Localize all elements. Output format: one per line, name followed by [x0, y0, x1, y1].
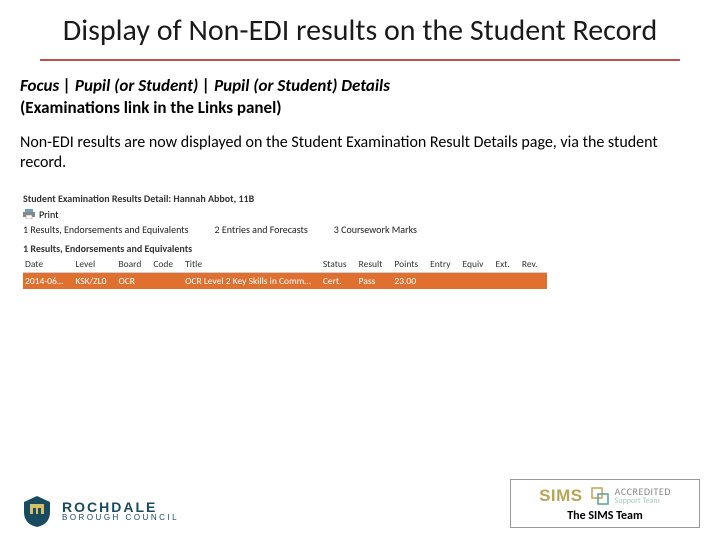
- cell-level: KSK/ZL0: [73, 272, 116, 289]
- cell-ext: [493, 272, 519, 289]
- cell-equiv: [461, 272, 494, 289]
- cell-title: OCR Level 2 Key Skills in Comm…: [183, 272, 321, 289]
- col-equiv: Equiv: [461, 256, 494, 273]
- screenshot-window-title: Student Examination Results Detail: Hann…: [19, 190, 701, 207]
- col-code: Code: [151, 256, 183, 273]
- breadcrumb-path: Focus | Pupil (or Student) | Pupil (or S…: [0, 75, 720, 97]
- col-board: Board: [116, 256, 151, 273]
- col-status: Status: [321, 256, 357, 273]
- body-paragraph: Non-EDI results are now displayed on the…: [0, 133, 720, 183]
- col-date: Date: [23, 256, 73, 273]
- table-row: 2014-06… KSK/ZL0 OCR OCR Level 2 Key Ski…: [23, 272, 547, 289]
- table-header-row: Date Level Board Code Title Status Resul…: [23, 256, 547, 273]
- col-level: Level: [73, 256, 116, 273]
- col-points: Points: [392, 256, 428, 273]
- col-rev: Rev.: [520, 256, 548, 273]
- print-label: Print: [39, 208, 58, 221]
- col-result: Result: [357, 256, 393, 273]
- tab-entries: 2 Entries and Forecasts: [215, 223, 308, 236]
- rochdale-line2: BOROUGH COUNCIL: [62, 514, 179, 522]
- support-team-label: Support Team: [615, 497, 671, 505]
- tab-results: 1 Results, Endorsements and Equivalents: [23, 223, 189, 236]
- print-icon: [23, 209, 35, 219]
- col-ext: Ext.: [493, 256, 519, 273]
- screenshot-tabs: 1 Results, Endorsements and Equivalents …: [19, 222, 701, 240]
- sims-team-label: The SIMS Team: [523, 509, 687, 523]
- app-screenshot: Student Examination Results Detail: Hann…: [18, 189, 702, 290]
- title-underline: [40, 59, 680, 61]
- col-title: Title: [183, 256, 321, 273]
- cell-result: Pass: [357, 272, 393, 289]
- cell-entry: [428, 272, 460, 289]
- rochdale-crest-icon: [20, 494, 54, 528]
- accredited-block: ACCREDITED Support Team: [615, 487, 671, 505]
- slide-title: Display of Non-EDI results on the Studen…: [0, 0, 720, 55]
- cell-board: OCR: [116, 272, 151, 289]
- cell-rev: [520, 272, 548, 289]
- tab-coursework: 3 Coursework Marks: [334, 223, 417, 236]
- cell-status: Cert.: [321, 272, 357, 289]
- cell-code: [151, 272, 183, 289]
- sims-logo-row: SIMS ACCREDITED Support Team: [523, 486, 687, 506]
- breadcrumb-sub: (Examinations link in the Links panel): [0, 97, 720, 133]
- screenshot-section-heading: 1 Results, Endorsements and Equivalents: [19, 240, 701, 256]
- cell-points: 23.00: [392, 272, 428, 289]
- rochdale-logo: ROCHDALE BOROUGH COUNCIL: [20, 494, 179, 528]
- col-entry: Entry: [428, 256, 460, 273]
- cell-date: 2014-06…: [23, 272, 73, 289]
- rochdale-line1: ROCHDALE: [62, 500, 179, 514]
- screenshot-toolbar: Print: [19, 207, 701, 222]
- rochdale-text: ROCHDALE BOROUGH COUNCIL: [62, 500, 179, 522]
- results-table: Date Level Board Code Title Status Resul…: [23, 256, 547, 289]
- sims-brand: SIMS: [539, 486, 583, 506]
- sims-squares-icon: [591, 487, 609, 505]
- sims-accredited-box: SIMS ACCREDITED Support Team The SIMS Te…: [510, 479, 700, 528]
- slide-footer: ROCHDALE BOROUGH COUNCIL SIMS ACCREDITED…: [0, 479, 720, 528]
